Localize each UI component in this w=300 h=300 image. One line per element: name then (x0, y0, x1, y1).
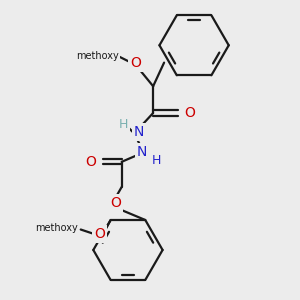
Text: O: O (85, 155, 97, 169)
Text: methoxy: methoxy (76, 51, 118, 61)
Text: N: N (134, 125, 144, 139)
Text: H: H (118, 118, 128, 130)
Text: methoxy: methoxy (35, 223, 78, 233)
Text: O: O (130, 56, 141, 70)
Text: O: O (184, 106, 196, 120)
Text: O: O (94, 227, 105, 241)
Text: H: H (152, 154, 161, 167)
Text: N: N (137, 146, 147, 159)
Text: O: O (110, 196, 121, 210)
